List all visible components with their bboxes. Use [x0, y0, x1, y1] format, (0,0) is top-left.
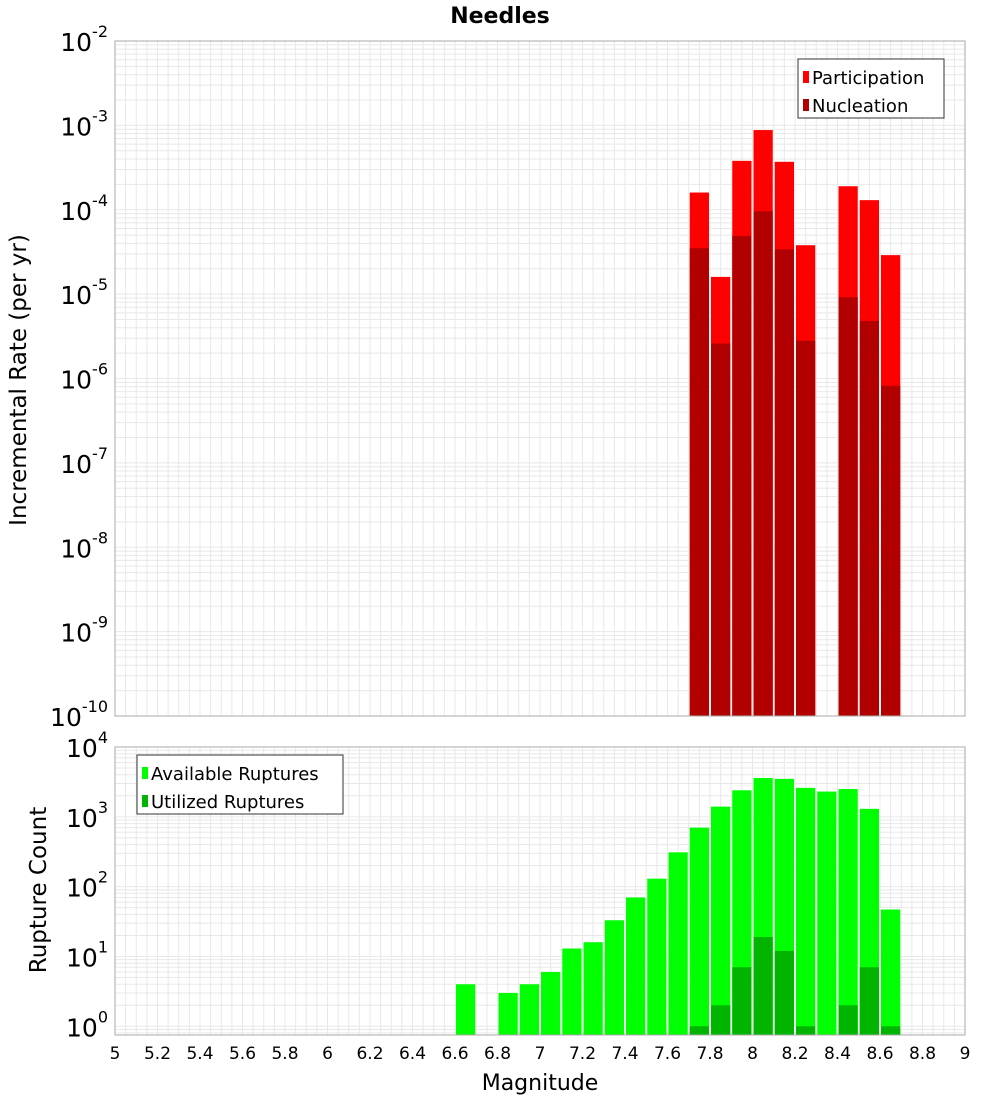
x-tick-label: 8.8 [909, 1044, 936, 1064]
bar [732, 967, 752, 1035]
x-tick-label: 6 [322, 1044, 333, 1064]
x-axis-label: Magnitude [482, 1071, 599, 1096]
bar [796, 340, 816, 716]
y-tick-label: 102 [66, 868, 108, 903]
bar [583, 942, 603, 1035]
bar [817, 791, 837, 1035]
y-axis-label: Rupture Count [26, 807, 52, 973]
bar [626, 897, 646, 1035]
bar [562, 948, 582, 1035]
y-tick-label: 10-3 [60, 106, 108, 141]
x-tick-label: 7 [535, 1044, 546, 1064]
series-available-ruptures [456, 777, 901, 1035]
bar [881, 385, 901, 716]
x-tick-label: 5.2 [144, 1044, 171, 1064]
plot-frame [114, 40, 966, 717]
legend-swatch [142, 767, 148, 779]
legend-box [136, 754, 344, 815]
legend-box [797, 58, 945, 119]
x-tick-label: 7.4 [611, 1044, 638, 1064]
legend-swatch [803, 71, 809, 83]
y-tick-label: 10-9 [60, 613, 108, 648]
bar [541, 971, 561, 1035]
bar [796, 787, 816, 1035]
bar [689, 1026, 709, 1035]
x-tick-label: 6.2 [356, 1044, 383, 1064]
y-axis-label: Incremental Rate (per yr) [6, 234, 32, 526]
bar [838, 1005, 858, 1035]
series-nucleation [689, 211, 901, 717]
bar [838, 297, 858, 716]
bar [732, 235, 752, 716]
x-tick-label: 7.2 [569, 1044, 596, 1064]
bar [881, 1026, 901, 1035]
x-tick-label: 8 [747, 1044, 758, 1064]
bar [753, 211, 773, 717]
y-tick-labels: 100 101 102 103 104 [66, 728, 108, 1042]
chart-title: Needles [450, 4, 550, 29]
bar [774, 950, 794, 1035]
bar [689, 827, 709, 1035]
bar [689, 248, 709, 717]
x-tick-label: 8.6 [866, 1044, 893, 1064]
bar [604, 920, 624, 1035]
x-tick-label: 7.6 [654, 1044, 681, 1064]
rate-panel: 10-10 10-9 10-8 10-7 10-6 10-5 10-4 10-3 10-2 Inc… [6, 22, 966, 732]
bar [774, 249, 794, 716]
bar [859, 967, 879, 1035]
y-tick-label: 10-7 [60, 444, 108, 479]
x-tick-label: 6.6 [441, 1044, 468, 1064]
y-tick-label: 10-2 [60, 22, 108, 57]
y-tick-label: 10-5 [60, 275, 108, 310]
legend: Participation Nucleation [797, 58, 945, 119]
bar [753, 936, 773, 1035]
x-tick-label: 5.6 [229, 1044, 256, 1064]
series-utilized-ruptures [689, 936, 901, 1035]
y-tick-label: 10-8 [60, 528, 108, 563]
bar [711, 343, 731, 716]
y-tick-label: 101 [66, 937, 108, 972]
x-tick-label: 8.4 [824, 1044, 851, 1064]
y-tick-label: 10-6 [60, 360, 108, 395]
bar [711, 806, 731, 1035]
legend-label: Participation [812, 68, 924, 89]
legend: Available Ruptures Utilized Ruptures [136, 754, 344, 815]
legend-swatch [803, 99, 809, 111]
bar [796, 1026, 816, 1035]
bar [881, 909, 901, 1035]
y-tick-label: 10-10 [50, 697, 108, 732]
count-panel: 100 101 102 103 104 Rupture Count Available Ru… [26, 728, 966, 1042]
bar [711, 1005, 731, 1035]
bar [456, 984, 476, 1035]
bar [519, 984, 539, 1035]
x-tick-label: 6.8 [484, 1044, 511, 1064]
legend-label: Available Ruptures [151, 764, 319, 785]
bar [668, 852, 688, 1035]
x-axis: 5 5.2 5.4 5.6 5.8 6 6.2 6.4 6.6 6.8 7 7.2 7.4 7.6 7.8 8… [110, 1044, 971, 1064]
x-tick-label: 7.8 [696, 1044, 723, 1064]
plot-frame [114, 746, 966, 1036]
y-tick-label: 104 [66, 728, 108, 763]
legend-label: Nucleation [812, 96, 908, 117]
x-tick-label: 5 [110, 1044, 121, 1064]
x-tick-label: 5.8 [271, 1044, 298, 1064]
x-tick-label: 8.2 [781, 1044, 808, 1064]
x-tick-label: 9 [960, 1044, 971, 1064]
y-tick-label: 103 [66, 798, 108, 833]
bar [647, 878, 667, 1035]
legend-label: Utilized Ruptures [151, 792, 304, 813]
x-tick-label: 6.4 [399, 1044, 426, 1064]
grid [114, 41, 966, 717]
bar [498, 992, 518, 1035]
bar [859, 321, 879, 716]
x-tick-label: 5.4 [186, 1044, 213, 1064]
y-tick-label: 100 [66, 1007, 108, 1042]
bar [838, 789, 858, 1035]
y-tick-labels: 10-10 10-9 10-8 10-7 10-6 10-5 10-4 10-3 10-2 [50, 22, 108, 732]
legend-swatch [142, 795, 148, 807]
y-tick-label: 10-4 [60, 191, 108, 226]
